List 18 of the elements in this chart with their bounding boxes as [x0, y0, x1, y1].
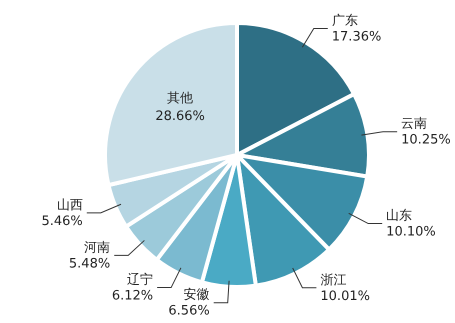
slice-label: 其他 — [167, 90, 194, 106]
data-label: 10.10% — [386, 224, 436, 240]
slice-label: 广东 — [332, 13, 358, 28]
data-label: 6.56% — [168, 304, 210, 319]
data-label: 6.12% — [112, 288, 154, 304]
slice-label: 浙江 — [320, 272, 346, 288]
slice-label: 山西 — [56, 198, 83, 213]
data-label: 5.48% — [68, 256, 110, 272]
slice-label: 云南 — [401, 116, 428, 132]
data-label: 17.36% — [332, 29, 382, 44]
data-label: 10.25% — [401, 132, 451, 148]
slice-label: 安徽 — [184, 286, 210, 303]
slice-label: 河南 — [84, 240, 110, 256]
data-label: 10.01% — [320, 288, 370, 304]
slice-label: 山东 — [386, 208, 412, 224]
data-label: 5.46% — [41, 214, 83, 229]
slice-label: 辽宁 — [127, 272, 154, 288]
data-label: 28.66% — [155, 108, 205, 124]
